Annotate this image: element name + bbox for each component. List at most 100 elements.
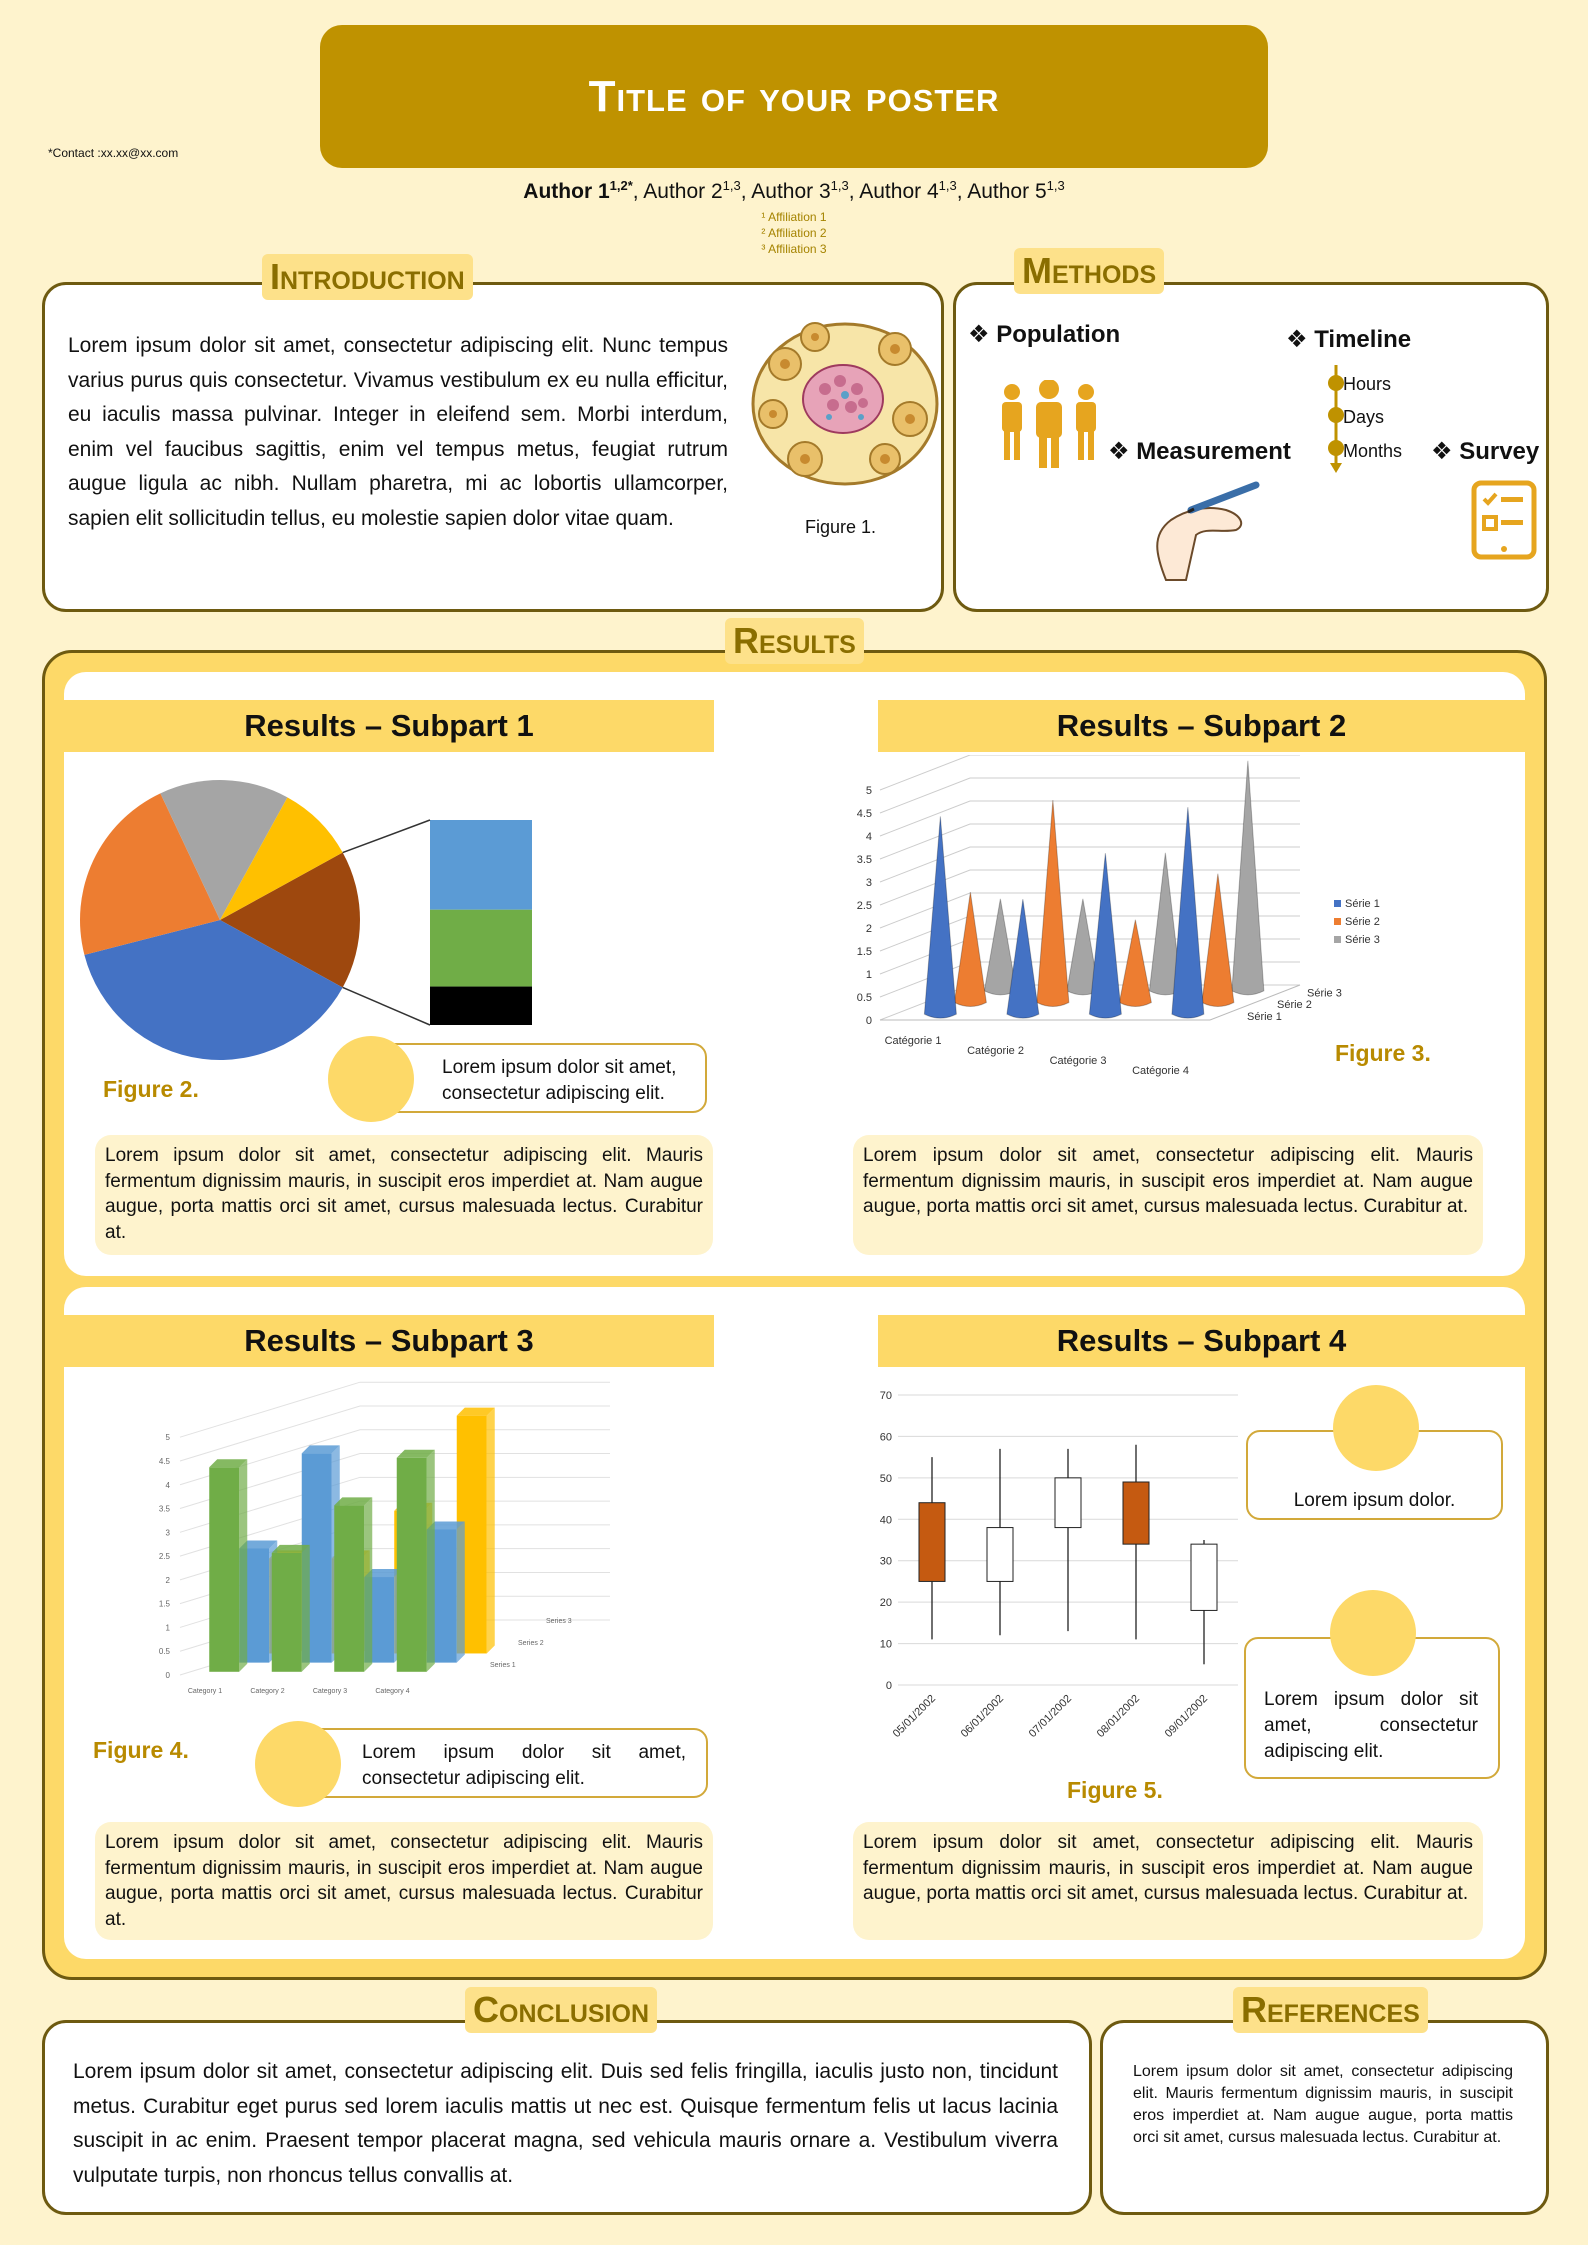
- y-tick-label: 70: [880, 1390, 892, 1402]
- y-tick-label: 4.5: [159, 1457, 171, 1466]
- introduction-text: Lorem ipsum dolor sit amet, consectetur …: [68, 334, 728, 530]
- legend-swatch: [1334, 936, 1341, 943]
- candle-body: [918, 1502, 946, 1582]
- subpart-3-callout: Lorem ipsum dolor sit amet, consectetur …: [300, 1728, 708, 1798]
- depth-tick-label: Série 3: [1307, 988, 1342, 1000]
- y-tick-label: 3.5: [857, 854, 872, 866]
- pie-breakout-segment: [430, 986, 532, 1025]
- column-bar-top: [271, 1544, 310, 1553]
- subpart-4-callout-1: Lorem ipsum dolor.: [1246, 1430, 1503, 1520]
- figure-2-caption: Figure 2.: [103, 1076, 199, 1102]
- y-tick-label: 0.5: [159, 1647, 171, 1656]
- y-tick-label: 0: [866, 1015, 872, 1027]
- y-tick-label: 4.5: [857, 808, 872, 820]
- column-bar-top: [301, 1445, 340, 1454]
- subpart-3-text: Lorem ipsum dolor sit amet, consectetur …: [95, 1822, 713, 1940]
- y-tick-label: 4: [166, 1481, 171, 1490]
- figure-1-caption: Figure 1.: [805, 517, 877, 537]
- poster-title: Title of your poster: [588, 71, 1000, 121]
- y-tick-label: 20: [880, 1597, 892, 1609]
- affiliation: ¹ Affiliation 1: [761, 210, 827, 224]
- y-tick-label: 30: [880, 1556, 892, 1568]
- x-tick-label: 05/01/2002: [891, 1693, 938, 1740]
- references-box: Lorem ipsum dolor sit amet, consectetur …: [1100, 2020, 1549, 2215]
- cone-bar: [1036, 800, 1070, 1007]
- pie-slice: [220, 797, 343, 920]
- cone-bar: [1201, 873, 1235, 1007]
- conclusion-text: Lorem ipsum dolor sit amet, consectetur …: [73, 2060, 1058, 2187]
- y-tick-label: 1: [866, 969, 872, 981]
- subpart-3-heading: Results – Subpart 3: [64, 1315, 714, 1367]
- x-tick-label: 07/01/2002: [1027, 1693, 1074, 1740]
- pie-slice: [84, 920, 343, 1060]
- subpart-1-text: Lorem ipsum dolor sit amet, consectetur …: [95, 1135, 713, 1255]
- authors-line: Author 11,2*, Author 21,3, Author 31,3, …: [523, 178, 1065, 203]
- references-text: Lorem ipsum dolor sit amet, consectetur …: [1133, 2063, 1513, 2146]
- column-bar-top: [456, 1407, 495, 1416]
- column-bar: [209, 1467, 240, 1672]
- callout-circle: [1330, 1590, 1416, 1676]
- legend-swatch: [1334, 900, 1341, 907]
- x-tick-label: 09/01/2002: [1163, 1693, 1210, 1740]
- cone-bar: [1088, 853, 1122, 1019]
- pie-slice: [160, 780, 288, 920]
- contact-info: *Contact :xx.xx@xx.com: [48, 146, 179, 160]
- column-bar-top: [364, 1569, 403, 1578]
- author: Author 31,3: [751, 178, 849, 203]
- cone-bar: [1006, 899, 1040, 1019]
- x-tick-label: Catégorie 3: [1050, 1055, 1107, 1067]
- y-tick-label: 4: [866, 831, 872, 843]
- depth-axis-line: [1209, 984, 1301, 1021]
- measurement-label: ❖ Measurement: [1108, 438, 1291, 465]
- pie-chart-figure-2: [80, 780, 532, 1060]
- y-tick-label: 5: [166, 1433, 171, 1442]
- gridline: [179, 1405, 610, 1462]
- timeline-item: Days: [1343, 407, 1385, 427]
- figure-3-caption: Figure 3.: [1335, 1040, 1431, 1066]
- column-bar-side: [301, 1544, 310, 1672]
- y-tick-label: 3.5: [159, 1505, 171, 1514]
- methods-box: ❖ Population ❖ Timeline Hours Days Month…: [953, 282, 1549, 612]
- timeline-icon: [1328, 365, 1344, 473]
- y-tick-label: 1.5: [857, 946, 872, 958]
- conclusion-heading: Conclusion: [465, 1987, 657, 2033]
- x-tick-label: Catégorie 2: [967, 1045, 1024, 1057]
- x-tick-label: Catégorie 1: [885, 1035, 942, 1047]
- cone-bar: [1231, 760, 1265, 996]
- candle-body: [1122, 1481, 1150, 1545]
- legend-label: Série 3: [1345, 934, 1380, 946]
- candle-body: [1190, 1543, 1218, 1611]
- cone-bar: [1171, 807, 1205, 1019]
- pie-slice: [80, 793, 220, 955]
- title-banner: Title of your poster: [320, 25, 1268, 168]
- pie-connector-line: [342, 819, 431, 854]
- figure-4-caption: Figure 4.: [93, 1737, 189, 1763]
- x-tick-label: 06/01/2002: [959, 1693, 1006, 1740]
- x-tick-label: Category 1: [188, 1688, 222, 1695]
- tissue-illustration-icon: [751, 322, 939, 486]
- column-bar-side: [486, 1407, 495, 1654]
- introduction-box: Lorem ipsum dolor sit amet, consectetur …: [42, 282, 944, 612]
- affiliation: ² Affiliation 2: [761, 226, 827, 240]
- y-tick-label: 2.5: [857, 900, 872, 912]
- people-icon: [1002, 380, 1096, 468]
- subpart-2-heading: Results – Subpart 2: [878, 700, 1525, 752]
- y-tick-label: 1.5: [159, 1600, 171, 1609]
- author: Author 11,2*: [523, 178, 633, 203]
- callout-circle: [1333, 1385, 1419, 1471]
- candle-body: [1054, 1477, 1082, 1529]
- legend-label: Série 1: [1345, 898, 1380, 910]
- pie-connector-line: [342, 986, 431, 1026]
- gridline: [879, 755, 1300, 791]
- y-tick-label: 3: [166, 1528, 171, 1537]
- x-tick-label: Catégorie 4: [1132, 1065, 1189, 1077]
- population-label: ❖ Population: [968, 321, 1121, 348]
- subpart-4-text: Lorem ipsum dolor sit amet, consectetur …: [853, 1822, 1483, 1940]
- gridline: [879, 777, 1300, 814]
- column-bar-top: [239, 1540, 278, 1549]
- results-heading: Results: [725, 618, 864, 664]
- tablet-survey-icon: [1471, 480, 1537, 560]
- timeline-item: Hours: [1343, 374, 1392, 394]
- depth-tick-label: Series 1: [490, 1662, 516, 1669]
- gridline: [879, 823, 1300, 860]
